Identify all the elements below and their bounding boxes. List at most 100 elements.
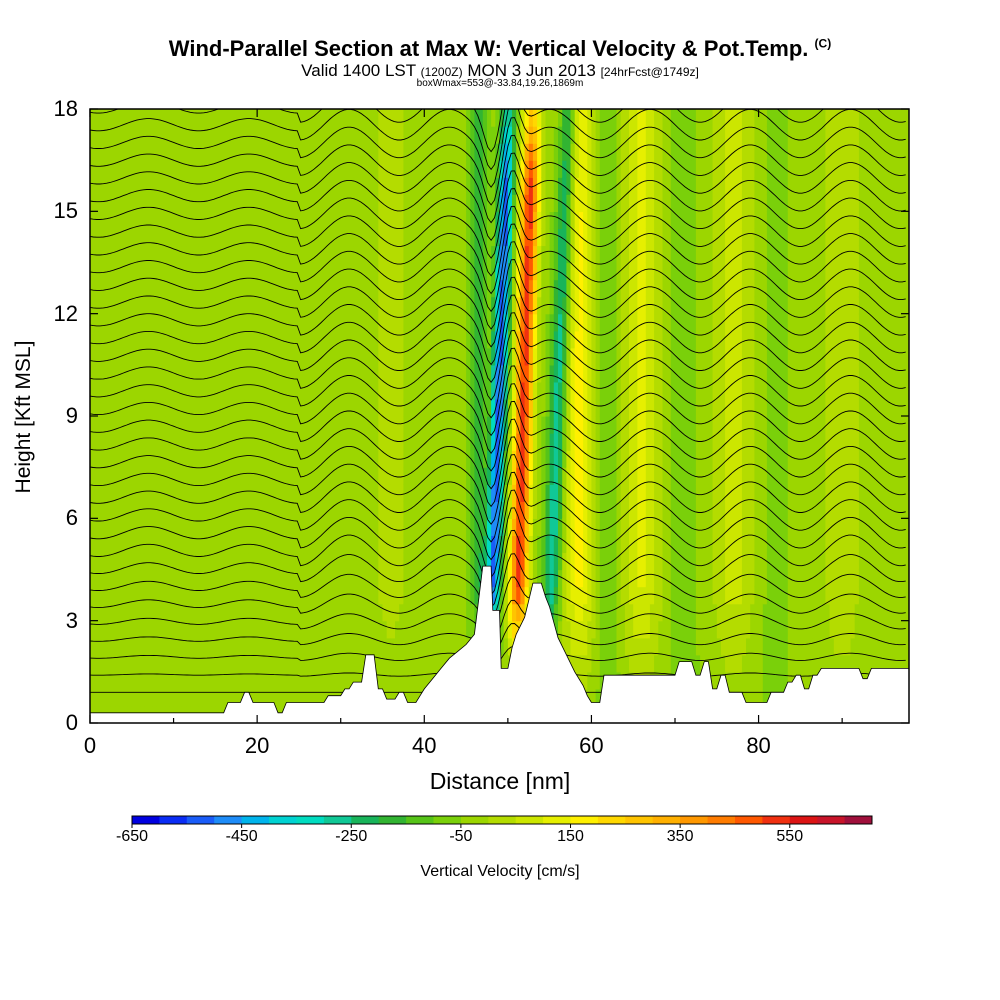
velocity-cell — [457, 637, 463, 656]
velocity-cell — [382, 177, 388, 195]
velocity-cell — [612, 620, 618, 639]
velocity-cell — [478, 109, 484, 127]
velocity-cell — [566, 569, 572, 588]
velocity-cell — [407, 620, 413, 639]
velocity-cell — [186, 364, 191, 383]
velocity-cell — [298, 262, 304, 281]
velocity-cell — [349, 501, 354, 519]
velocity-cell — [386, 364, 392, 383]
velocity-cell — [453, 313, 459, 332]
velocity-cell — [156, 177, 162, 195]
velocity-cell — [553, 603, 559, 622]
velocity-cell — [637, 262, 643, 281]
velocity-cell — [286, 518, 292, 536]
velocity-cell — [453, 245, 459, 264]
velocity-cell — [194, 552, 200, 571]
velocity-cell — [658, 398, 664, 417]
velocity-cell — [487, 347, 492, 366]
velocity-cell — [566, 228, 572, 247]
velocity-cell — [102, 603, 108, 622]
velocity-cell — [549, 245, 555, 264]
velocity-cell — [553, 313, 559, 332]
velocity-cell — [541, 228, 547, 247]
velocity-cell — [273, 228, 279, 247]
velocity-cell — [411, 347, 417, 366]
velocity-cell — [236, 330, 242, 349]
velocity-cell — [140, 552, 145, 571]
velocity-cell — [198, 245, 204, 264]
velocity-cell — [236, 671, 242, 690]
velocity-cell — [344, 177, 350, 195]
velocity-cell — [232, 330, 237, 349]
velocity-cell — [110, 620, 116, 639]
velocity-cell — [390, 160, 396, 178]
velocity-cell — [211, 313, 216, 332]
velocity-cell — [119, 433, 125, 451]
velocity-cell — [633, 398, 638, 417]
velocity-cell — [298, 381, 304, 400]
velocity-cell — [332, 143, 338, 161]
velocity-cell — [666, 484, 672, 502]
velocity-cell — [662, 535, 668, 554]
velocity-cell — [169, 143, 175, 161]
velocity-cell — [641, 433, 647, 451]
velocity-cell — [365, 228, 371, 247]
velocity-cell — [298, 160, 304, 178]
velocity-cell — [215, 211, 221, 229]
velocity-cell — [365, 245, 371, 264]
velocity-cell — [370, 501, 375, 519]
velocity-cell — [353, 109, 359, 127]
velocity-cell — [503, 364, 509, 383]
velocity-cell — [541, 450, 547, 468]
velocity-cell — [244, 296, 250, 315]
velocity-cell — [131, 501, 137, 519]
velocity-cell — [340, 143, 346, 161]
velocity-cell — [541, 535, 547, 554]
velocity-cell — [520, 535, 526, 554]
velocity-cell — [294, 433, 300, 451]
velocity-cell — [156, 109, 162, 127]
velocity-cell — [148, 228, 154, 247]
velocity-cell — [340, 620, 346, 639]
velocity-cell — [612, 518, 618, 536]
velocity-cell — [269, 228, 275, 247]
velocity-cell — [290, 671, 296, 690]
velocity-cell — [298, 501, 304, 519]
velocity-cell — [311, 501, 317, 519]
velocity-cell — [370, 245, 375, 264]
velocity-cell — [424, 296, 430, 315]
velocity-cell — [537, 450, 542, 468]
velocity-cell — [583, 194, 588, 212]
velocity-cell — [532, 501, 538, 519]
velocity-cell — [152, 654, 158, 673]
velocity-cell — [616, 433, 622, 451]
velocity-cell — [186, 603, 191, 622]
velocity-cell — [574, 177, 580, 195]
velocity-cell — [144, 109, 150, 127]
velocity-cell — [604, 450, 609, 468]
velocity-cell — [94, 586, 99, 605]
velocity-cell — [282, 126, 287, 144]
velocity-cell — [382, 586, 388, 605]
velocity-cell — [616, 194, 622, 212]
velocity-cell — [148, 688, 154, 707]
velocity-cell — [98, 416, 104, 434]
velocity-cell — [219, 501, 225, 519]
velocity-cell — [273, 381, 279, 400]
velocity-cell — [499, 433, 505, 451]
velocity-cell — [578, 620, 584, 639]
velocity-cell — [453, 416, 459, 434]
velocity-cell — [624, 109, 630, 127]
velocity-cell — [507, 211, 513, 229]
velocity-cell — [127, 109, 133, 127]
velocity-cell — [303, 586, 308, 605]
velocity-cell — [90, 262, 95, 281]
velocity-cell — [662, 347, 668, 366]
velocity-cell — [357, 313, 363, 332]
velocity-cell — [106, 518, 112, 536]
velocity-cell — [110, 109, 116, 127]
velocity-cell — [633, 501, 638, 519]
velocity-cell — [240, 262, 246, 281]
velocity-cell — [207, 211, 212, 229]
velocity-cell — [269, 245, 275, 264]
